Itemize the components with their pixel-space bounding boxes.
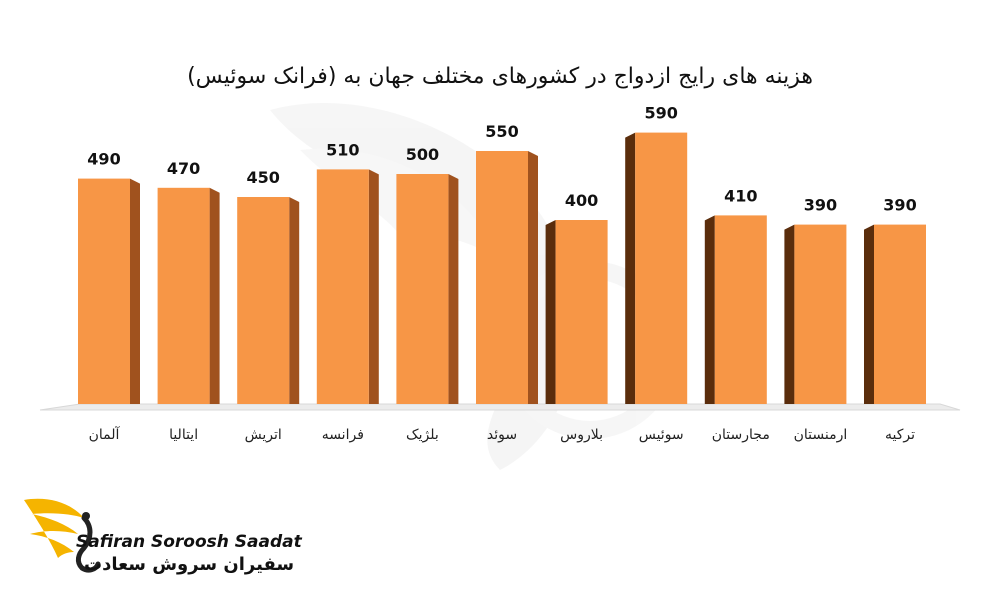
bar (476, 151, 538, 404)
category-label: اتریش (245, 427, 282, 443)
category-label: فرانسه (322, 427, 364, 443)
category-label: ارمنستان (794, 427, 848, 443)
category-label: آلمان (89, 426, 121, 443)
bar-front (157, 187, 210, 404)
value-label: 390 (883, 196, 916, 215)
bar-side (784, 224, 795, 404)
value-labels: 490 470 450 510 500 550 400 590 410 390 390 (87, 104, 916, 215)
bar-side (368, 169, 379, 404)
value-label: 500 (406, 145, 439, 164)
logo-name-en: Safiran Soroosh Saadat (76, 532, 302, 552)
bar-front (874, 224, 926, 404)
bar-side (704, 215, 715, 404)
value-label: 450 (246, 168, 279, 187)
bar-side (545, 220, 556, 404)
value-label: 510 (326, 140, 359, 159)
category-label: بلژیک (406, 427, 439, 443)
logo-name-fa: سفیران سروش سعادت (84, 554, 295, 575)
bar-side (528, 151, 538, 404)
bar-side (130, 178, 140, 404)
bar (625, 132, 688, 404)
bar-front (794, 224, 847, 404)
value-label: 400 (565, 191, 598, 210)
category-labels: آلمان ایتالیا اتریش فرانسه بلژیک سوئد بلاروس سو… (89, 426, 916, 443)
bar (157, 187, 220, 404)
category-label: بلاروس (560, 427, 603, 443)
bar (864, 224, 926, 404)
value-label: 550 (485, 122, 518, 141)
bar-front (396, 174, 449, 404)
chart-title: هزینه های رایج ازدواج در کشورهای مختلف ج… (187, 64, 813, 89)
bar (545, 220, 608, 404)
bars-group (78, 132, 926, 404)
bar-front (714, 215, 767, 404)
category-label: ترکیه (885, 427, 915, 443)
value-label: 410 (724, 186, 757, 205)
category-label: ایتالیا (169, 427, 198, 443)
value-label: 470 (167, 159, 200, 178)
bar-front (476, 151, 528, 404)
logo-icon (24, 498, 101, 573)
bar (316, 169, 379, 404)
bar (78, 178, 140, 404)
bar-side (625, 132, 636, 404)
category-label: سوئد (487, 427, 517, 443)
bar-side (209, 187, 220, 404)
bar-side (448, 174, 459, 404)
bar-side (864, 224, 874, 404)
bar (237, 197, 300, 404)
bar (396, 174, 459, 404)
bar-side (289, 197, 300, 404)
category-label: سوئیس (639, 427, 684, 443)
floor-plane (39, 403, 961, 411)
bar-front (237, 197, 290, 404)
bar-front (635, 132, 688, 404)
bar-front (316, 169, 369, 404)
chart-floor (39, 403, 961, 411)
bar (704, 215, 767, 404)
value-label: 490 (87, 150, 120, 169)
bar (784, 224, 847, 404)
value-label: 390 (804, 196, 837, 215)
category-label: مجارستان (712, 427, 770, 443)
value-label: 590 (644, 104, 677, 123)
bar-front (78, 178, 130, 404)
bar-front (555, 220, 608, 404)
